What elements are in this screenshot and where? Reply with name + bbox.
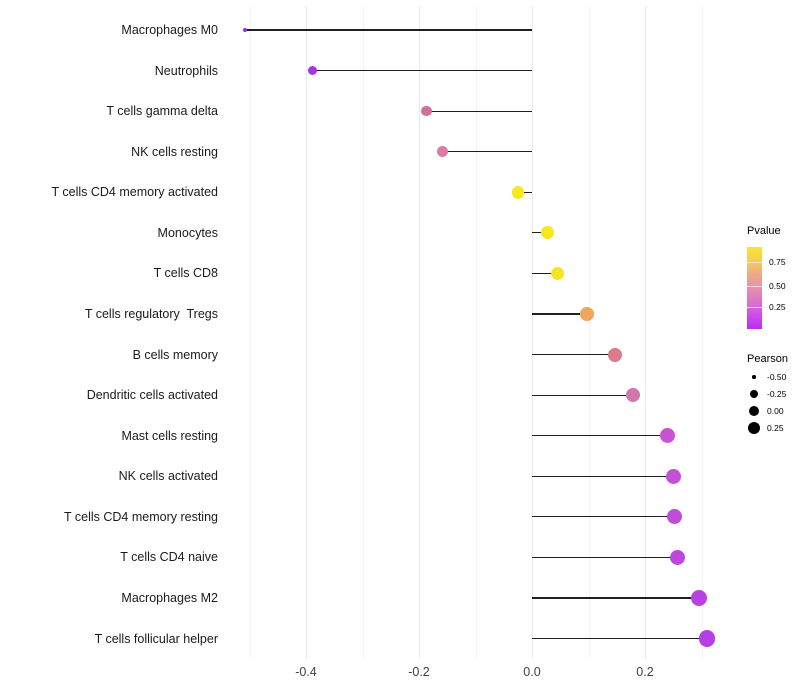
colorbar-tick-label: 0.75 (769, 257, 786, 267)
lollipop-dot (698, 630, 716, 647)
y-axis-label: Monocytes (157, 225, 218, 240)
lollipop-stem (532, 516, 675, 518)
colorbar-tick-label: 0.25 (769, 302, 786, 313)
lollipop-stem (426, 110, 532, 112)
x-axis-tick-label: -0.2 (408, 665, 430, 679)
lollipop-dot (242, 28, 247, 32)
y-axis-label: B cells memory (132, 347, 218, 362)
y-axis-label: Mast cells resting (121, 428, 218, 443)
lollipop-dot (308, 66, 318, 76)
lollipop-stem (532, 435, 668, 437)
gridline-major (419, 6, 420, 659)
pvalue-legend-title: Pvalue (747, 225, 781, 237)
lollipop-dot (436, 146, 448, 158)
gridline-major (306, 6, 307, 659)
x-axis-tick-label: -0.4 (295, 665, 317, 679)
lollipop-stem (532, 637, 708, 640)
lollipop-stem (532, 353, 616, 356)
y-axis-label: T cells CD8 (153, 266, 218, 281)
gridline-minor (362, 6, 364, 659)
lollipop-stem (312, 69, 532, 72)
y-axis-label: T cells CD4 memory activated (51, 185, 219, 200)
x-axis-tick-label: 0.2 (636, 665, 654, 679)
lollipop-dot (608, 347, 623, 362)
lollipop-dot (551, 266, 565, 280)
lollipop-stem (442, 151, 532, 153)
pearson-size-label: -0.50 (767, 372, 787, 382)
pearson-size-label: -0.25 (767, 388, 787, 399)
lollipop-dot (691, 589, 708, 606)
y-axis-label: Macrophages M0 (121, 23, 218, 37)
lollipop-dot (421, 105, 432, 117)
lollipop-stem (532, 556, 678, 558)
y-axis-label: T cells follicular helper (94, 631, 218, 646)
lollipop-stem (532, 475, 674, 477)
pearson-size-dot (748, 421, 760, 434)
gridline-minor (249, 6, 251, 659)
pearson-size-dot (749, 389, 759, 399)
colorbar-tick-mark (747, 285, 762, 287)
lollipop-stem (532, 232, 548, 234)
pearson-legend-title: Pearson (747, 353, 788, 365)
y-axis-label: T cells CD4 memory resting (64, 509, 218, 524)
lollipop-dot (670, 549, 686, 565)
lollipop-dot (511, 186, 525, 199)
gridline-major (532, 6, 533, 659)
gridline-minor (701, 6, 703, 659)
colorbar-tick-mark (747, 307, 762, 309)
lollipop-stem (244, 29, 532, 31)
pvalue-colorbar (747, 247, 762, 329)
y-axis-label: Macrophages M2 (121, 590, 218, 605)
lollipop-dot (667, 509, 683, 525)
lollipop-dot (541, 226, 555, 240)
lollipop-stem (517, 191, 532, 193)
pearson-size-dot (752, 375, 756, 379)
lollipop-dot (625, 387, 641, 403)
gridline-minor (475, 6, 477, 659)
lollipop-stem (532, 313, 587, 315)
lollipop-dot (580, 307, 594, 321)
pearson-size-label: 0.00 (767, 405, 784, 416)
y-axis-label: T cells CD4 naive (120, 550, 218, 565)
y-axis-label: Dendritic cells activated (86, 388, 218, 403)
gridline-major (645, 6, 646, 659)
y-axis-label: NK cells resting (131, 144, 218, 159)
colorbar-tick-mark (747, 262, 762, 263)
colorbar-tick-label: 0.50 (769, 280, 786, 291)
pearson-size-label: 0.25 (767, 422, 784, 433)
lollipop-stem (532, 597, 700, 599)
lollipop-dot (659, 428, 675, 444)
y-axis-label: Neutrophils (154, 63, 218, 78)
gridline-minor (588, 6, 590, 659)
pearson-size-dot (748, 405, 760, 417)
y-axis-label: T cells regulatory Tregs (84, 306, 218, 321)
y-axis-label: NK cells activated (118, 469, 218, 484)
lollipop-dot (665, 468, 681, 484)
lollipop-stem (532, 394, 634, 396)
lollipop-stem (532, 272, 558, 274)
y-axis-label: T cells gamma delta (106, 104, 218, 119)
x-axis-tick-label: 0.0 (523, 665, 541, 679)
